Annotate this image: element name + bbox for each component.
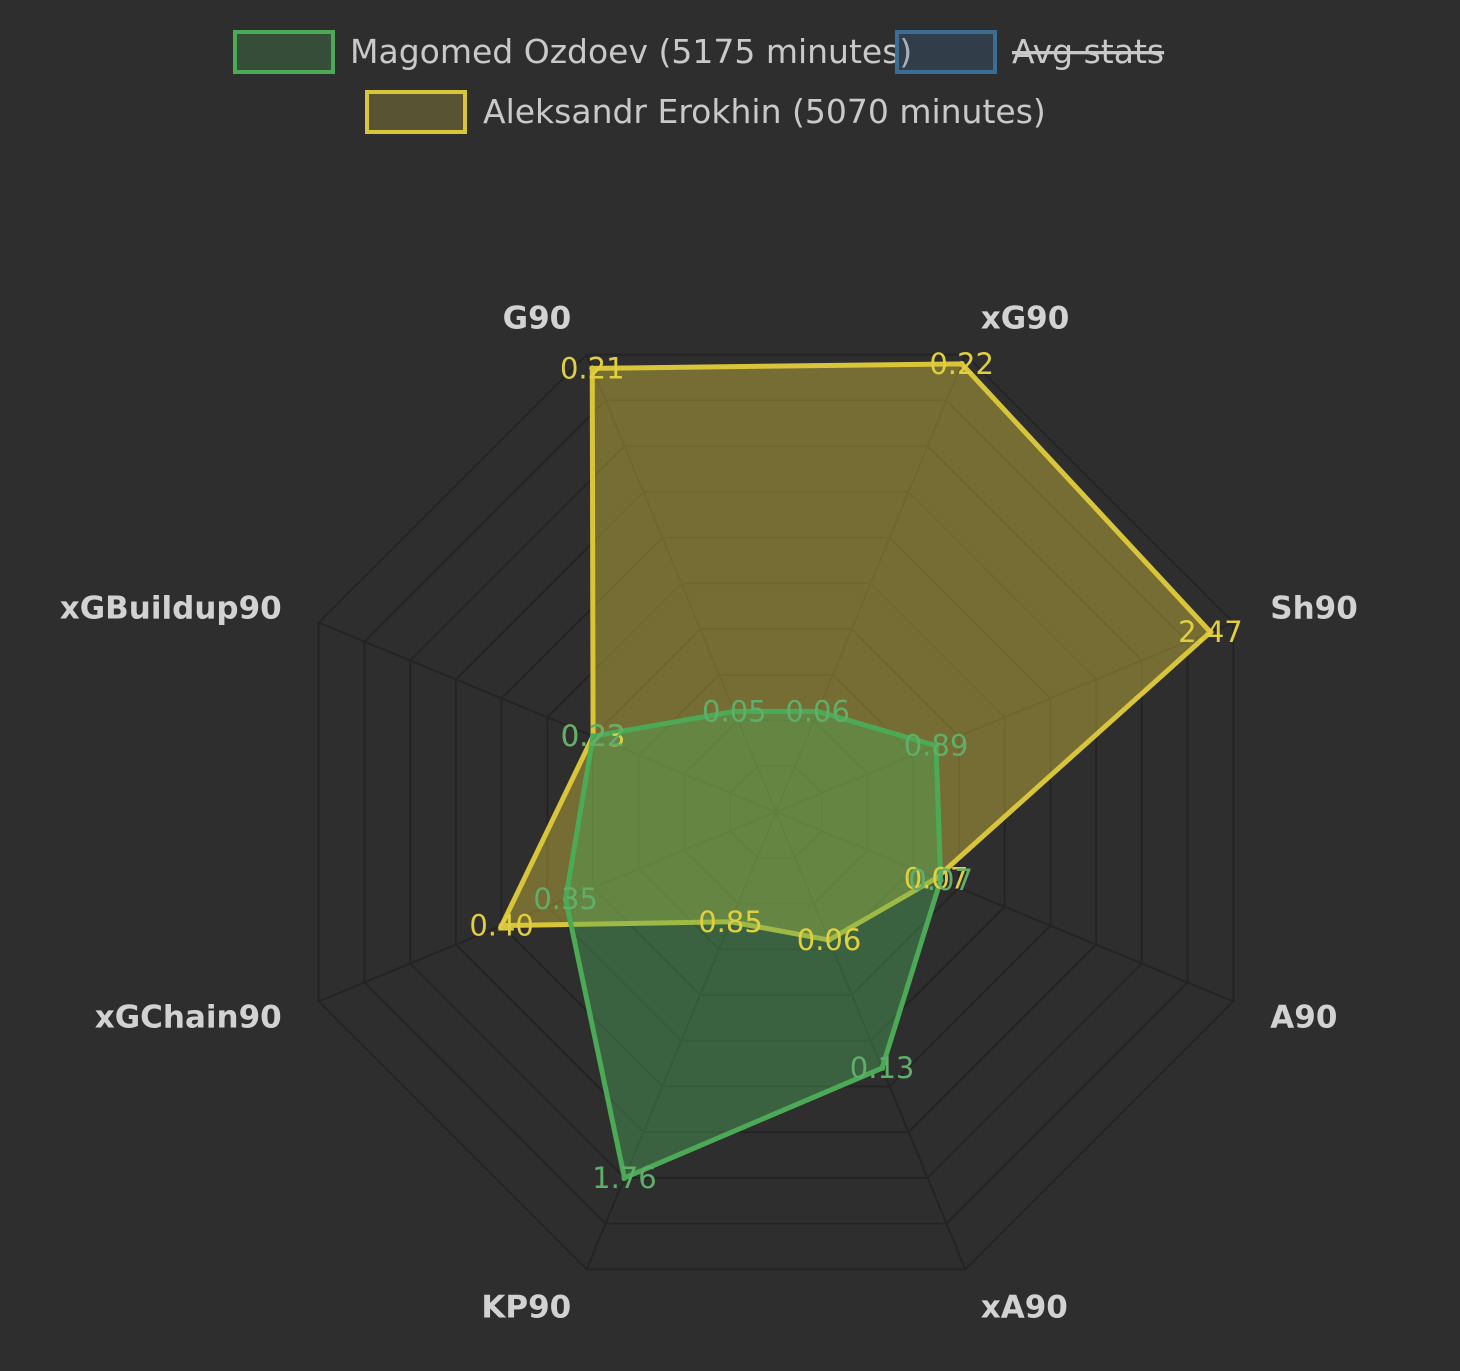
axis-label-xgbuildup90: xGBuildup90 <box>60 590 282 626</box>
grid-spoke <box>775 811 967 1270</box>
data-point-yellow <box>589 365 596 372</box>
data-point-yellow <box>933 875 940 882</box>
grid-spoke <box>318 811 777 1003</box>
value-label-green: 1.76 <box>592 1161 657 1195</box>
grid-spoke <box>318 621 777 813</box>
data-point-green <box>590 733 597 740</box>
legend-item-avg-stats[interactable]: Avg stats <box>895 30 1164 74</box>
value-label-yellow: 0.23 <box>561 719 626 753</box>
data-point-yellow <box>958 360 965 367</box>
data-point-green <box>621 1174 628 1181</box>
axis-labels: G90 xG90 Sh90 A90 xA90 KP90 xGChain90 xGBuildup… <box>60 301 1358 1326</box>
grid-spoke <box>775 621 1234 813</box>
axis-label-xg90: xG90 <box>981 301 1070 337</box>
axis-label-a90: A90 <box>1270 1000 1337 1036</box>
data-point-yellow <box>498 922 505 929</box>
value-label-green: 0.13 <box>850 1051 915 1085</box>
legend-swatch-erokhin <box>365 90 467 134</box>
legend-label-ozdoev: Magomed Ozdoev (5175 minutes) <box>350 32 912 71</box>
data-point-yellow <box>1207 629 1214 636</box>
value-labels: 0.21 0.22 2.47 0.07 0.06 0.85 0.40 0.23 0.05 0.06… <box>469 347 1242 1195</box>
grid-spoke <box>585 354 777 813</box>
data-point-green <box>879 1065 886 1072</box>
data-point-green <box>562 896 569 903</box>
data-point-green <box>933 742 940 749</box>
legend-swatch-ozdoev <box>233 30 335 74</box>
value-label-green: 0.22 <box>561 719 626 753</box>
grid-spoke <box>775 811 1234 1003</box>
legend-item-ozdoev[interactable]: Magomed Ozdoev (5175 minutes) <box>233 30 912 74</box>
series-areas <box>497 360 1215 1182</box>
axis-label-xa90: xA90 <box>981 1289 1068 1325</box>
value-label-yellow: 0.85 <box>698 905 763 939</box>
axis-label-kp90: KP90 <box>481 1289 571 1325</box>
grid-spoke <box>585 811 777 1270</box>
data-point-yellow <box>826 937 833 944</box>
axis-label-sh90: Sh90 <box>1270 590 1358 626</box>
value-label-green: 0.89 <box>904 729 969 763</box>
series-area-green <box>563 708 944 1182</box>
data-point-green <box>731 708 738 715</box>
legend-swatch-avg-stats <box>895 30 997 74</box>
legend-label-erokhin: Aleksandr Erokhin (5070 minutes) <box>483 92 1046 131</box>
data-point-yellow <box>727 918 734 925</box>
value-label-yellow: 0.21 <box>560 351 625 385</box>
value-label-yellow: 0.22 <box>929 347 994 381</box>
value-label-green: 0.35 <box>533 882 598 916</box>
legend-label-avg-stats: Avg stats <box>1012 32 1164 71</box>
axis-label-g90: G90 <box>503 301 572 337</box>
value-label-green: 0.05 <box>702 694 767 728</box>
value-label-green: 0.06 <box>785 694 850 728</box>
data-point-green <box>937 877 944 884</box>
legend-item-erokhin[interactable]: Aleksandr Erokhin (5070 minutes) <box>365 90 1046 134</box>
value-label-yellow: 2.47 <box>1178 615 1243 649</box>
legend: Magomed Ozdoev (5175 minutes) Avg stats … <box>233 30 1164 134</box>
value-label-yellow: 0.07 <box>904 861 969 895</box>
value-label-green: 0.07 <box>908 863 973 897</box>
data-point-green <box>814 708 821 715</box>
value-label-yellow: 0.40 <box>469 909 534 943</box>
value-label-yellow: 0.06 <box>797 923 862 957</box>
axis-label-xgchain90: xGChain90 <box>95 1000 282 1036</box>
radar-grid <box>317 353 1235 1271</box>
grid-spoke <box>775 354 967 813</box>
